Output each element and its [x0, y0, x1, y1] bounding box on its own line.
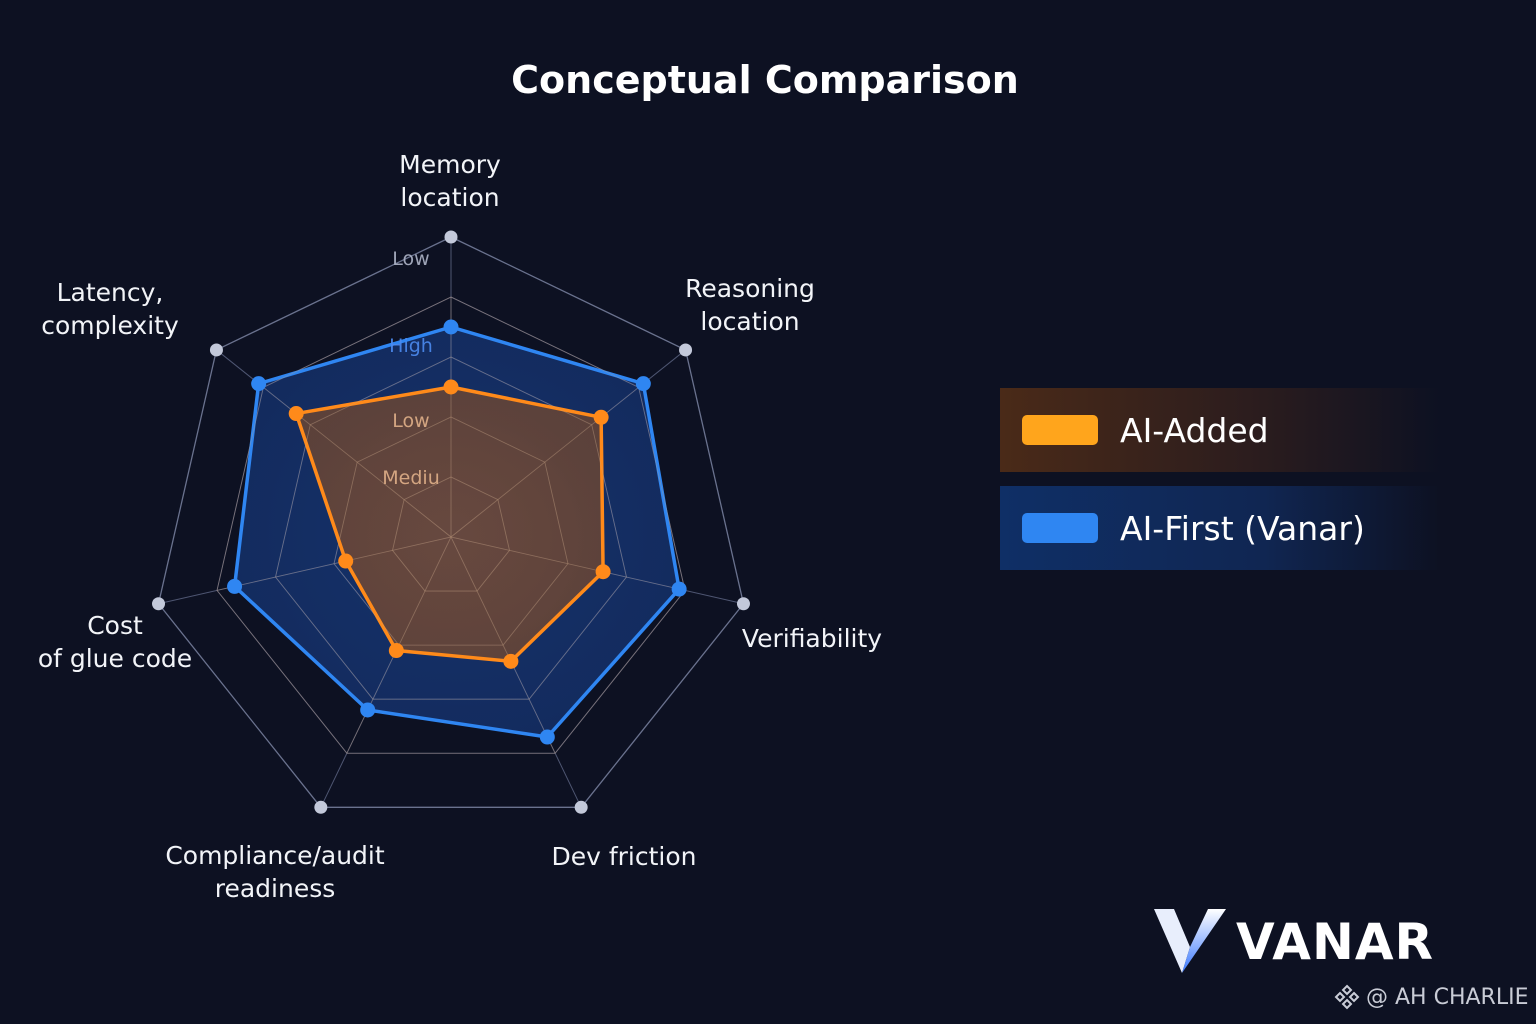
axis-label: Reasoning location: [685, 274, 815, 336]
axis-label: Memory location: [399, 150, 501, 212]
scale-label: High: [389, 335, 433, 357]
axis-label: Dev friction: [551, 842, 697, 871]
data-point-ai-first: [227, 578, 243, 594]
axis-spoke-overlay: [450, 536, 686, 591]
axis-end-dot: [314, 800, 328, 814]
grid-ring-overlay: [275, 356, 627, 700]
vanar-logo: VANAR: [1152, 906, 1452, 978]
data-point-ai-first: [443, 319, 459, 335]
data-point-ai-first: [360, 702, 376, 718]
grid-ring: [157, 236, 745, 808]
radar-scale-labels: Low High Low Mediu: [382, 248, 439, 489]
vanar-logo-mark-icon: [1154, 909, 1226, 973]
legend-item-ai-added: AI-Added: [1000, 388, 1440, 472]
data-point-ai-first: [539, 729, 555, 745]
axis-end-dot: [209, 343, 223, 357]
legend-swatch-ai-first: [1022, 513, 1098, 543]
scale-label: Low: [392, 410, 429, 432]
axis-label: Verifiability: [741, 624, 883, 653]
grid-ring-overlay: [333, 416, 569, 646]
grid-ring-overlay: [216, 296, 686, 754]
axis-spoke-overlay: [450, 387, 639, 538]
watermark-text: @ AH CHARLIE: [1366, 984, 1529, 1010]
axis-spoke-overlay: [216, 536, 452, 591]
axis-label: Latency, complexity: [41, 278, 179, 340]
watermark: @ AH CHARLIE: [1334, 984, 1528, 1010]
axis-label: Cost of glue code: [37, 611, 193, 673]
radar-series: [216, 296, 687, 754]
chart-title: Conceptual Comparison: [511, 58, 1019, 102]
scale-label: Mediu: [382, 467, 439, 489]
legend-item-ai-first: AI-First (Vanar): [1000, 486, 1440, 570]
data-point-ai-first: [671, 581, 687, 597]
axis-end-dot: [679, 343, 693, 357]
axis-end-dot: [736, 597, 750, 611]
axis-end-dot: [152, 597, 166, 611]
axis-end-dot: [574, 800, 588, 814]
binance-icon: [1334, 984, 1360, 1010]
grid-ring-overlay: [392, 476, 510, 592]
data-point-ai-added: [443, 379, 459, 395]
data-point-ai-added: [595, 564, 611, 580]
legend-label-ai-added: AI-Added: [1120, 410, 1269, 450]
data-point-ai-added: [593, 409, 609, 425]
series-area-ai-added: [294, 385, 605, 664]
legend-label-ai-first: AI-First (Vanar): [1120, 508, 1365, 548]
data-point-ai-added: [388, 643, 404, 659]
data-point-ai-added: [288, 406, 304, 422]
axis-label: Compliance/audit readiness: [165, 841, 385, 903]
axis-spoke-overlay: [450, 536, 556, 754]
data-point-ai-first: [251, 376, 267, 392]
vanar-logo-text: VANAR: [1236, 913, 1435, 971]
data-point-ai-added: [338, 553, 354, 569]
scale-label: Low: [392, 248, 429, 270]
legend-swatch-ai-added: [1022, 415, 1098, 445]
data-point-ai-added: [503, 653, 519, 669]
axis-end-dot: [444, 230, 458, 244]
data-point-ai-first: [635, 376, 651, 392]
